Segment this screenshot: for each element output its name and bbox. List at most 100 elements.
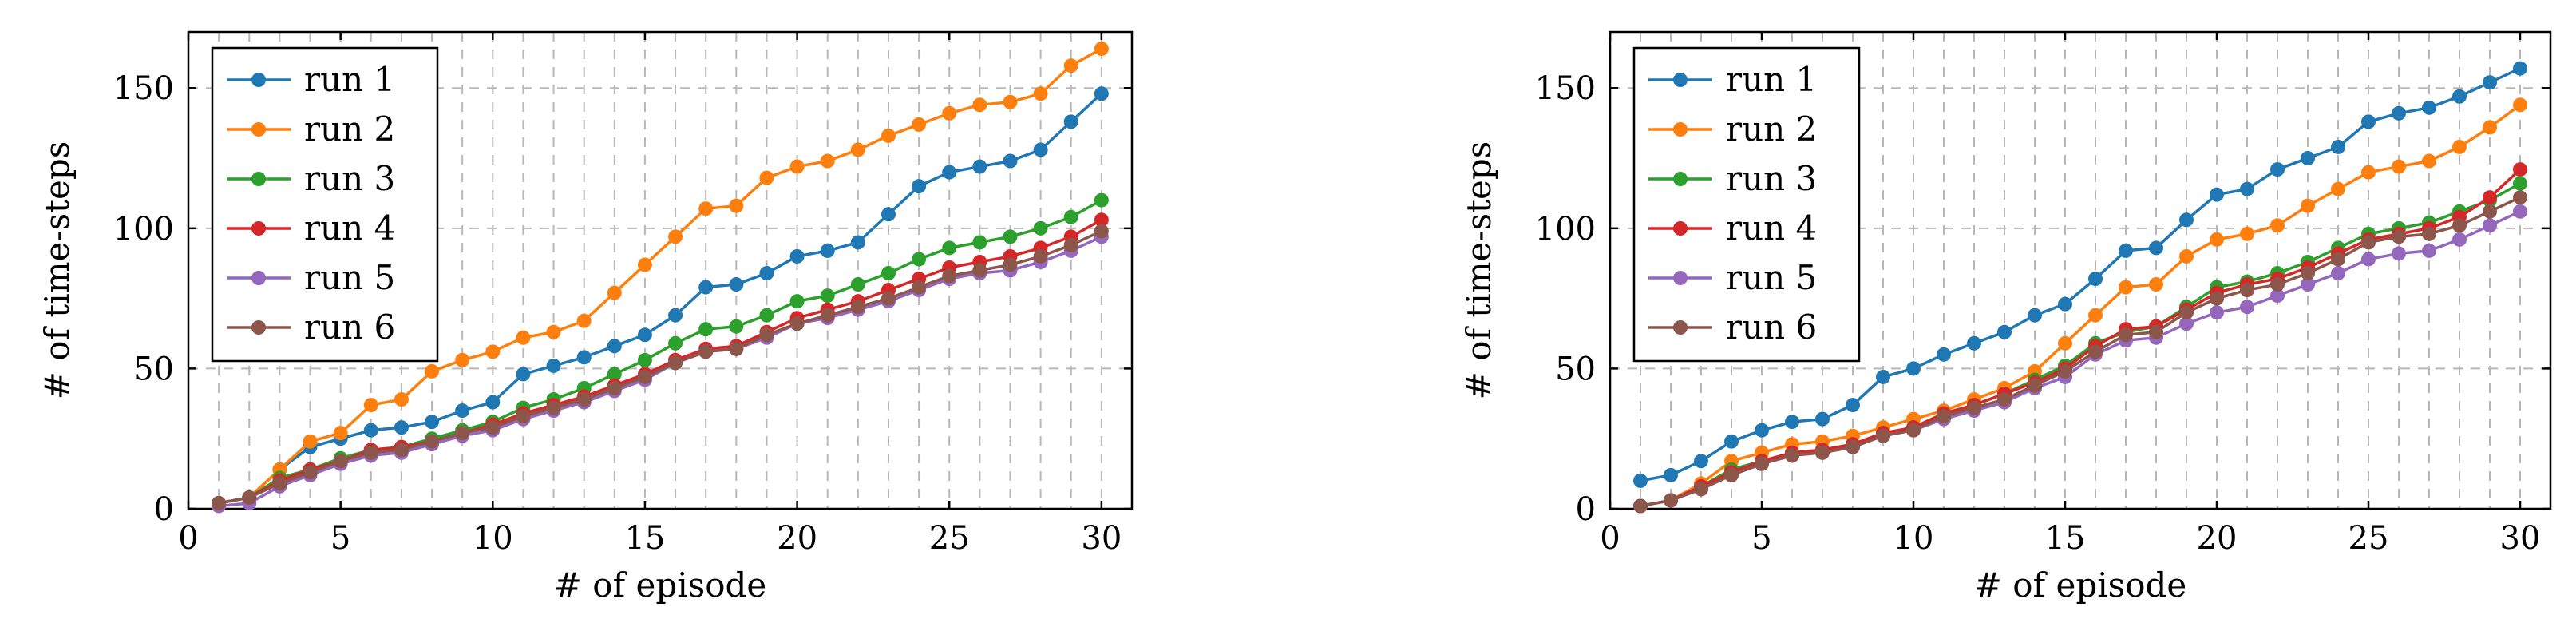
data-point-run-6 <box>303 465 318 480</box>
x-tick-label: 0 <box>1600 520 1620 557</box>
data-point-run-6 <box>485 420 501 435</box>
data-point-run-6 <box>668 355 683 371</box>
data-point-run-2 <box>2119 280 2133 295</box>
y-axis-label: # of time-steps <box>38 141 77 400</box>
data-point-run-2 <box>880 128 896 143</box>
legend-swatch-marker <box>1673 221 1688 236</box>
data-point-run-2 <box>637 257 652 272</box>
legend-entry-run-5: run 5 <box>304 258 395 297</box>
data-point-run-6 <box>394 443 409 458</box>
data-point-run-6 <box>729 341 744 356</box>
data-point-run-1 <box>1633 473 1648 488</box>
x-tick-label: 0 <box>178 520 198 557</box>
legend-entry-run-2: run 2 <box>1726 109 1817 149</box>
data-point-run-1 <box>820 243 835 258</box>
y-tick-label: 150 <box>113 70 174 107</box>
data-point-run-6 <box>1846 439 1860 454</box>
data-point-run-5 <box>2452 232 2467 247</box>
data-point-run-6 <box>759 327 774 343</box>
data-point-run-2 <box>759 170 774 185</box>
data-point-run-6 <box>1694 482 1708 497</box>
data-point-run-3 <box>1003 229 1018 244</box>
x-tick-label: 5 <box>330 520 350 557</box>
data-point-run-6 <box>972 263 987 278</box>
data-point-run-6 <box>1937 409 1951 424</box>
legend-entry-run-1: run 1 <box>304 60 395 99</box>
data-point-run-1 <box>2392 105 2406 121</box>
data-point-run-2 <box>912 117 927 132</box>
data-point-run-1 <box>789 248 805 264</box>
legend-swatch-marker <box>251 73 266 87</box>
x-tick-label: 30 <box>1081 520 1122 557</box>
data-point-run-1 <box>1664 467 1678 482</box>
data-point-run-6 <box>1755 456 1769 471</box>
data-point-run-1 <box>1937 347 1951 362</box>
data-point-run-1 <box>637 327 652 343</box>
x-axis-label: # of episode <box>1974 566 2186 605</box>
y-tick-label: 100 <box>1535 211 1596 248</box>
data-point-run-3 <box>1094 192 1109 208</box>
legend-box <box>1632 46 1861 363</box>
data-point-run-1 <box>2452 89 2467 104</box>
data-point-run-3 <box>1033 220 1048 236</box>
data-point-run-1 <box>516 367 531 382</box>
data-point-run-6 <box>2513 190 2527 205</box>
data-point-run-6 <box>2452 218 2467 233</box>
data-point-run-6 <box>942 268 957 284</box>
data-point-run-6 <box>789 316 805 331</box>
data-point-run-1 <box>1876 369 1890 384</box>
data-point-run-5 <box>2422 243 2436 258</box>
data-point-run-6 <box>242 490 257 505</box>
data-point-run-2 <box>2058 335 2072 351</box>
data-point-run-2 <box>789 159 805 174</box>
data-point-run-1 <box>729 277 744 292</box>
legend-swatch-marker <box>251 271 266 285</box>
data-point-run-2 <box>363 398 378 413</box>
data-point-run-1 <box>2301 151 2315 166</box>
data-point-run-4 <box>2513 162 2527 177</box>
data-point-run-3 <box>1063 209 1078 224</box>
y-tick-label: 0 <box>154 491 174 528</box>
y-tick-label: 50 <box>133 351 174 387</box>
data-point-run-6 <box>212 495 227 510</box>
data-point-run-1 <box>425 415 440 430</box>
data-point-run-2 <box>1003 94 1018 109</box>
data-point-run-2 <box>2179 248 2194 264</box>
data-point-run-6 <box>2088 344 2103 359</box>
chart-left: 0 5 10 15 20 25 30 0 50 100 150 # of episode # of ti… <box>38 30 1134 605</box>
legend-box <box>211 46 439 363</box>
data-point-run-6 <box>516 409 531 424</box>
data-point-run-1 <box>455 403 470 419</box>
data-point-run-5 <box>2301 277 2315 292</box>
data-point-run-1 <box>1033 142 1048 157</box>
data-point-run-1 <box>1997 324 2012 339</box>
data-point-run-1 <box>2240 181 2254 196</box>
data-point-run-1 <box>576 350 592 365</box>
data-point-run-1 <box>759 266 774 281</box>
legend-swatch-marker <box>1673 73 1688 87</box>
data-point-run-6 <box>455 426 470 441</box>
legend-swatch-marker <box>1673 122 1688 137</box>
legend-swatch-marker <box>1673 271 1688 285</box>
data-point-run-3 <box>637 352 652 367</box>
data-point-run-1 <box>2513 61 2527 76</box>
data-point-run-2 <box>425 363 440 379</box>
data-point-run-1 <box>1094 86 1109 101</box>
data-point-run-6 <box>2392 229 2406 244</box>
data-point-run-4 <box>2483 190 2497 205</box>
legend-entry-run-6: run 6 <box>1726 308 1817 347</box>
data-point-run-6 <box>1906 423 1921 438</box>
legend-entry-run-2: run 2 <box>304 109 395 149</box>
data-point-run-2 <box>303 434 318 449</box>
legend-swatch-marker <box>251 122 266 137</box>
data-point-run-1 <box>698 280 714 295</box>
data-point-run-6 <box>546 400 561 415</box>
data-point-run-2 <box>2392 159 2406 174</box>
data-point-run-6 <box>576 392 592 407</box>
data-point-run-5 <box>2240 300 2254 315</box>
data-point-run-6 <box>2058 363 2072 379</box>
legend-entry-run-4: run 4 <box>1726 208 1817 248</box>
legend-swatch-marker <box>251 320 266 335</box>
legend-entry-run-4: run 4 <box>304 208 395 248</box>
